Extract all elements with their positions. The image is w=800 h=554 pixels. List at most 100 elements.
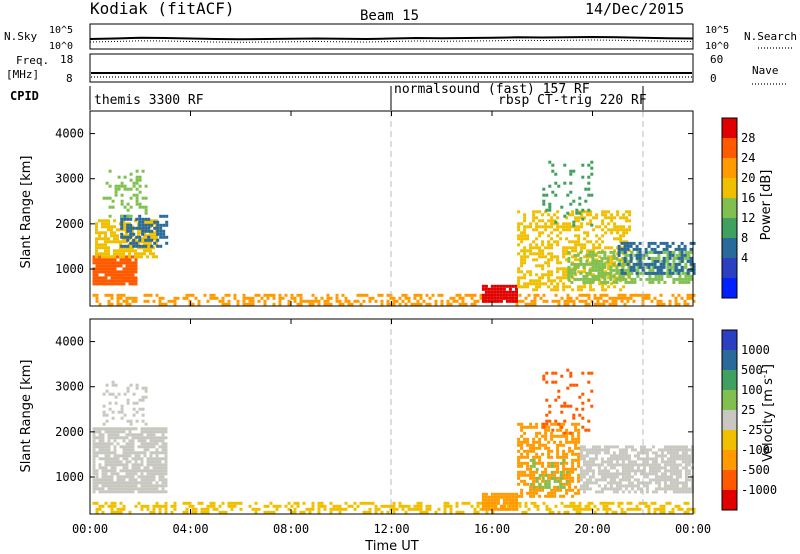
data-cell <box>615 469 619 473</box>
data-cell <box>107 460 111 464</box>
data-cell <box>230 501 234 505</box>
data-cell <box>568 213 572 217</box>
data-cell <box>496 299 500 303</box>
data-cell <box>365 510 369 514</box>
data-cell <box>544 443 548 447</box>
data-cell <box>107 484 111 488</box>
data-cell <box>624 478 628 482</box>
data-cell <box>129 383 133 387</box>
data-cell <box>638 262 642 266</box>
data-cell <box>588 481 592 485</box>
data-cell <box>511 495 515 499</box>
data-cell <box>575 296 579 300</box>
data-cell <box>607 228 611 232</box>
data-cell <box>278 302 282 306</box>
data-cell <box>610 219 614 223</box>
data-cell <box>419 504 423 508</box>
data-cell <box>550 273 554 277</box>
data-cell <box>155 490 159 494</box>
data-cell <box>577 216 581 220</box>
data-cell <box>680 265 684 269</box>
data-cell <box>526 452 530 456</box>
data-cell <box>577 464 581 468</box>
x-tick-label: 12:00 <box>373 522 409 536</box>
data-cell <box>141 398 145 402</box>
data-cell <box>242 299 246 303</box>
data-cell <box>110 457 114 461</box>
data-cell <box>128 276 132 280</box>
data-cell <box>116 433 120 437</box>
data-cell <box>302 299 306 303</box>
data-cell <box>239 507 243 511</box>
data-cell <box>131 448 135 452</box>
data-cell <box>535 452 539 456</box>
data-cell <box>684 475 688 479</box>
freq-label-top: Freq. <box>16 54 49 67</box>
data-cell <box>535 282 539 286</box>
data-cell <box>455 510 459 514</box>
data-cell <box>156 229 160 233</box>
data-cell <box>120 232 124 236</box>
data-cell <box>556 210 560 214</box>
data-cell <box>126 187 130 191</box>
data-cell <box>567 256 571 260</box>
data-cell <box>113 240 116 244</box>
data-cell <box>395 299 399 303</box>
data-cell <box>377 507 381 511</box>
data-cell <box>585 448 589 452</box>
data-cell <box>538 225 542 229</box>
data-cell <box>526 270 530 274</box>
data-cell <box>573 262 577 266</box>
data-cell <box>314 296 318 300</box>
data-cell <box>684 256 688 260</box>
data-cell <box>128 487 132 491</box>
data-cell <box>541 249 545 253</box>
data-cell <box>642 271 646 275</box>
data-cell <box>556 267 560 271</box>
data-cell <box>594 451 598 455</box>
data-cell <box>689 247 693 251</box>
data-cell <box>487 501 491 505</box>
data-cell <box>493 296 497 300</box>
data-cell <box>484 296 488 300</box>
data-cell <box>137 466 141 470</box>
data-cell <box>329 507 333 511</box>
data-cell <box>161 472 165 476</box>
data-cell <box>629 296 633 300</box>
data-cell <box>126 401 130 405</box>
data-cell <box>113 469 117 473</box>
data-cell <box>113 267 117 271</box>
data-cell <box>594 445 598 449</box>
data-cell <box>588 469 592 473</box>
data-cell <box>158 451 162 455</box>
data-cell <box>619 288 623 292</box>
data-cell <box>92 427 96 431</box>
data-cell <box>690 265 694 269</box>
data-cell <box>532 425 536 429</box>
data-cell <box>647 241 651 245</box>
data-cell <box>644 247 648 251</box>
data-cell <box>533 504 537 508</box>
data-cell <box>669 265 673 269</box>
data-cell <box>625 240 629 244</box>
data-cell <box>651 451 655 455</box>
data-cell <box>371 501 375 505</box>
data-cell <box>684 490 688 494</box>
data-cell <box>129 232 133 236</box>
data-cell <box>224 293 228 297</box>
data-cell <box>143 478 147 482</box>
data-cell <box>542 293 546 297</box>
colorbar-frame <box>721 117 738 299</box>
data-cell <box>101 475 105 479</box>
data-cell <box>129 214 133 218</box>
data-cell <box>107 246 110 250</box>
data-cell <box>557 510 561 514</box>
data-cell <box>140 252 143 256</box>
data-cell <box>129 187 133 191</box>
data-cell <box>592 246 596 250</box>
data-cell <box>590 223 594 227</box>
data-cell <box>601 288 605 292</box>
data-cell <box>143 442 147 446</box>
data-cell <box>164 454 168 458</box>
data-cell <box>511 507 515 511</box>
